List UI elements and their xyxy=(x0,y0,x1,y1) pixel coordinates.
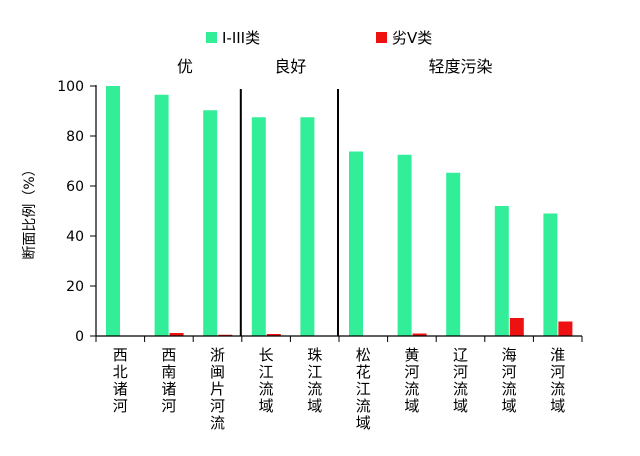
bar-lie-v xyxy=(266,334,281,336)
x-tick-label: 浙闽片河流 xyxy=(210,346,225,432)
bar-i-iii xyxy=(446,172,461,336)
legend-label: 劣V类 xyxy=(392,29,432,47)
y-axis: 0 20 40 60 80 100 xyxy=(57,79,97,345)
x-tick-label: 海河流域 xyxy=(502,346,517,415)
bar-i-iii xyxy=(543,213,558,336)
y-tick-label: 80 xyxy=(66,129,84,145)
legend-label: I-III类 xyxy=(222,29,260,47)
group-separators xyxy=(239,89,339,336)
bar-i-iii xyxy=(251,117,266,336)
x-tick-label: 珠江流域 xyxy=(307,346,322,415)
bar-i-iii xyxy=(494,206,509,336)
group-label: 轻度污染 xyxy=(428,57,492,76)
x-tick-label: 西北诸河 xyxy=(113,346,128,415)
bar-lie-v xyxy=(169,333,184,336)
x-axis: 西北诸河 西南诸河 浙闽片河流 长江流域 珠江流域 松花江流域 黄河流域 辽河流域 海河流域 淮河… xyxy=(95,335,583,432)
group-labels: 优 良好 轻度污染 xyxy=(177,57,493,76)
group-label: 良好 xyxy=(274,57,306,76)
x-tick-label: 辽河流域 xyxy=(453,346,468,415)
y-tick-label: 60 xyxy=(66,179,84,195)
legend-swatch xyxy=(206,32,217,43)
x-tick-label: 黄河流域 xyxy=(404,346,419,415)
bar-i-iii xyxy=(154,94,169,336)
bar-i-iii xyxy=(300,117,315,336)
y-tick-label: 40 xyxy=(66,229,84,245)
bar-lie-v xyxy=(509,318,524,336)
x-tick-label: 松花江流域 xyxy=(356,346,371,432)
y-tick-label: 100 xyxy=(57,79,84,95)
legend: I-III类 劣V类 xyxy=(206,29,432,47)
x-tick-label: 淮河流域 xyxy=(550,346,565,415)
y-tick-label: 20 xyxy=(66,279,84,295)
x-tick-label: 西南诸河 xyxy=(161,346,176,415)
bar-i-iii xyxy=(203,110,218,336)
bar-i-iii xyxy=(397,154,412,336)
y-tick-label: 0 xyxy=(75,329,84,345)
legend-swatch xyxy=(376,32,387,43)
x-tick-label: 长江流域 xyxy=(259,346,274,415)
bar-i-iii xyxy=(349,151,363,336)
bar-lie-v xyxy=(558,321,573,336)
bar-i-iii xyxy=(106,86,120,336)
bars xyxy=(106,86,573,337)
y-axis-label: 断面比例（%） xyxy=(22,162,38,259)
group-label: 优 xyxy=(177,57,193,76)
bar-lie-v xyxy=(412,333,427,336)
